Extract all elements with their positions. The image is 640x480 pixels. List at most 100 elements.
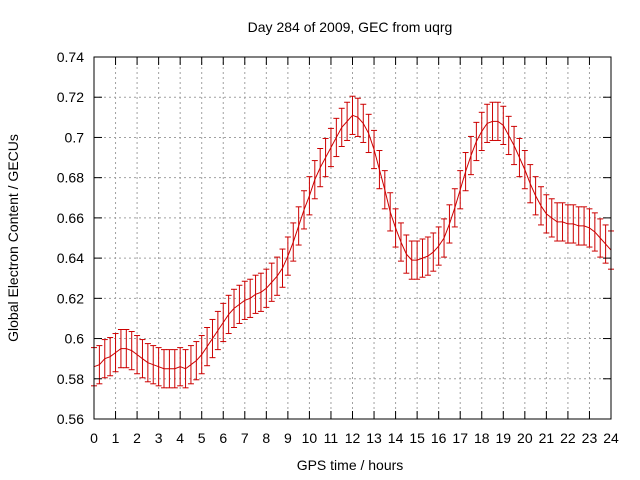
x-tick-label: 11 <box>324 430 339 446</box>
x-tick-label: 18 <box>474 430 490 446</box>
error-bar <box>225 294 232 335</box>
x-tick-label: 7 <box>241 430 249 446</box>
error-bar <box>204 326 211 367</box>
error-bar <box>274 256 281 296</box>
x-tick-label: 2 <box>133 430 141 446</box>
x-tick-label: 5 <box>198 430 206 446</box>
x-tick-label: 17 <box>452 430 468 446</box>
error-bar <box>268 262 275 302</box>
error-bar <box>117 329 124 369</box>
error-bar <box>381 170 388 210</box>
error-bar <box>236 284 243 324</box>
y-tick-label: 0.6 <box>65 331 85 347</box>
error-bar <box>424 236 431 276</box>
error-bar <box>419 238 426 278</box>
error-bar <box>349 95 356 135</box>
y-tick-label: 0.64 <box>57 250 84 266</box>
error-bar <box>220 302 227 343</box>
y-tick-label: 0.66 <box>57 210 84 226</box>
error-bar <box>290 222 297 262</box>
y-axis-label: Global Electron Content / GECUs <box>5 134 21 342</box>
x-tick-label: 3 <box>155 430 163 446</box>
error-bar <box>241 280 248 320</box>
x-tick-label: 6 <box>219 430 227 446</box>
x-tick-label: 19 <box>496 430 512 446</box>
error-bar <box>166 349 173 389</box>
error-bar <box>570 204 577 244</box>
x-tick-label: 13 <box>366 430 382 446</box>
axis-ticks: 0.560.580.60.620.640.660.680.70.720.740 1… <box>57 49 619 446</box>
x-tick-label: 9 <box>284 430 292 446</box>
error-bar <box>333 117 340 158</box>
error-bar <box>134 335 141 375</box>
error-bar <box>338 107 345 147</box>
x-tick-label: 20 <box>517 430 533 446</box>
x-tick-label: 1 <box>112 430 120 446</box>
error-bar <box>182 349 189 389</box>
error-bar <box>484 103 491 143</box>
y-tick-label: 0.74 <box>57 49 84 65</box>
x-tick-label: 0 <box>90 430 98 446</box>
error-bar <box>559 202 566 242</box>
error-bar <box>101 339 108 379</box>
error-bar <box>144 343 151 383</box>
error-bar <box>581 206 588 246</box>
y-tick-label: 0.72 <box>57 89 84 105</box>
error-bar <box>467 135 474 176</box>
x-tick-label: 8 <box>262 430 270 446</box>
error-bar <box>306 176 313 216</box>
x-tick-label: 15 <box>409 430 425 446</box>
error-bar <box>430 232 437 272</box>
x-axis-label: GPS time / hours <box>297 457 404 473</box>
error-bar <box>564 204 571 244</box>
error-bar <box>489 101 496 141</box>
error-bar <box>150 345 157 385</box>
error-bar <box>376 150 383 190</box>
error-bar <box>322 137 329 178</box>
error-bar <box>139 339 146 379</box>
error-bar <box>586 208 593 248</box>
error-bar <box>414 240 421 280</box>
y-tick-label: 0.58 <box>57 371 84 387</box>
x-tick-label: 4 <box>176 430 184 446</box>
error-bar <box>344 101 351 141</box>
error-bar <box>317 148 324 188</box>
error-bar <box>371 129 378 170</box>
error-bar <box>516 137 523 178</box>
error-bar <box>408 240 415 280</box>
error-bar <box>403 234 410 274</box>
error-bar <box>247 278 254 318</box>
error-bar <box>591 212 598 252</box>
x-tick-label: 16 <box>431 430 447 446</box>
error-bar <box>279 248 286 288</box>
error-bar <box>257 272 264 312</box>
x-tick-label: 12 <box>345 430 361 446</box>
data-series <box>91 95 614 389</box>
x-tick-label: 21 <box>539 430 555 446</box>
x-tick-label: 10 <box>302 430 318 446</box>
error-bar <box>155 347 162 387</box>
error-bar <box>209 318 216 359</box>
x-tick-label: 23 <box>582 430 598 446</box>
y-tick-label: 0.7 <box>65 129 85 145</box>
error-bar <box>128 331 135 371</box>
error-bar <box>161 349 168 389</box>
error-bar <box>532 176 539 216</box>
error-bar <box>494 101 501 141</box>
error-bar <box>198 335 205 375</box>
x-tick-label: 24 <box>603 430 619 446</box>
error-bar <box>543 194 550 234</box>
error-bar <box>284 236 291 276</box>
error-bar <box>602 224 609 264</box>
error-bar <box>360 103 367 143</box>
error-bar <box>392 208 399 248</box>
x-tick-label: 14 <box>388 430 404 446</box>
error-bar <box>177 347 184 387</box>
y-tick-label: 0.62 <box>57 290 84 306</box>
error-bar <box>193 341 200 381</box>
error-bar <box>387 192 394 232</box>
error-bar <box>107 337 114 377</box>
error-bar <box>354 97 361 137</box>
